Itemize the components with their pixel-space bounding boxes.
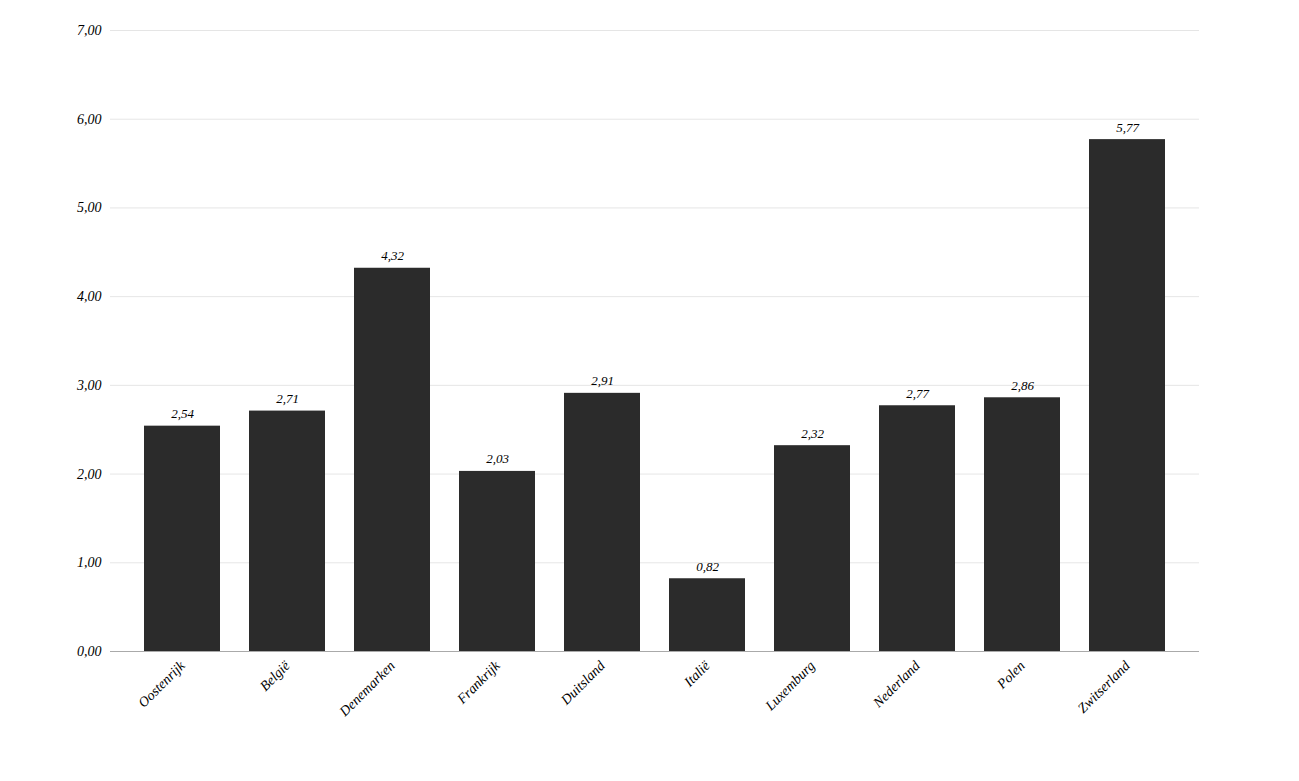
svg-text:3,00: 3,00	[76, 378, 102, 393]
svg-text:Italië: Italië	[681, 657, 714, 690]
svg-text:Nederland: Nederland	[870, 657, 924, 711]
svg-text:4,32: 4,32	[381, 248, 404, 263]
svg-text:6,00: 6,00	[77, 112, 102, 127]
svg-text:2,91: 2,91	[591, 373, 614, 388]
svg-text:2,00: 2,00	[77, 467, 102, 482]
svg-text:Denemarken: Denemarken	[336, 658, 398, 720]
svg-text:Duitsland: Duitsland	[557, 657, 608, 708]
svg-text:Zwitserland: Zwitserland	[1075, 657, 1134, 716]
svg-text:0,82: 0,82	[696, 559, 719, 574]
svg-text:0,00: 0,00	[77, 644, 102, 659]
svg-text:1,00: 1,00	[77, 555, 102, 570]
svg-text:2,03: 2,03	[486, 451, 509, 466]
svg-text:5,77: 5,77	[1116, 120, 1139, 135]
svg-text:Oostenrijk: Oostenrijk	[135, 657, 188, 710]
svg-text:2,32: 2,32	[801, 426, 824, 441]
svg-text:Polen: Polen	[993, 658, 1027, 692]
svg-text:2,77: 2,77	[906, 386, 929, 401]
svg-text:2,54: 2,54	[171, 406, 194, 421]
svg-text:België: België	[257, 657, 293, 693]
svg-text:2,86: 2,86	[1011, 378, 1034, 393]
svg-text:4,00: 4,00	[77, 289, 102, 304]
svg-text:5,00: 5,00	[77, 200, 102, 215]
svg-text:2,71: 2,71	[276, 391, 299, 406]
svg-text:Frankrijk: Frankrijk	[454, 657, 504, 707]
svg-text:Luxemburg: Luxemburg	[762, 658, 818, 714]
svg-text:7,00: 7,00	[77, 23, 102, 38]
